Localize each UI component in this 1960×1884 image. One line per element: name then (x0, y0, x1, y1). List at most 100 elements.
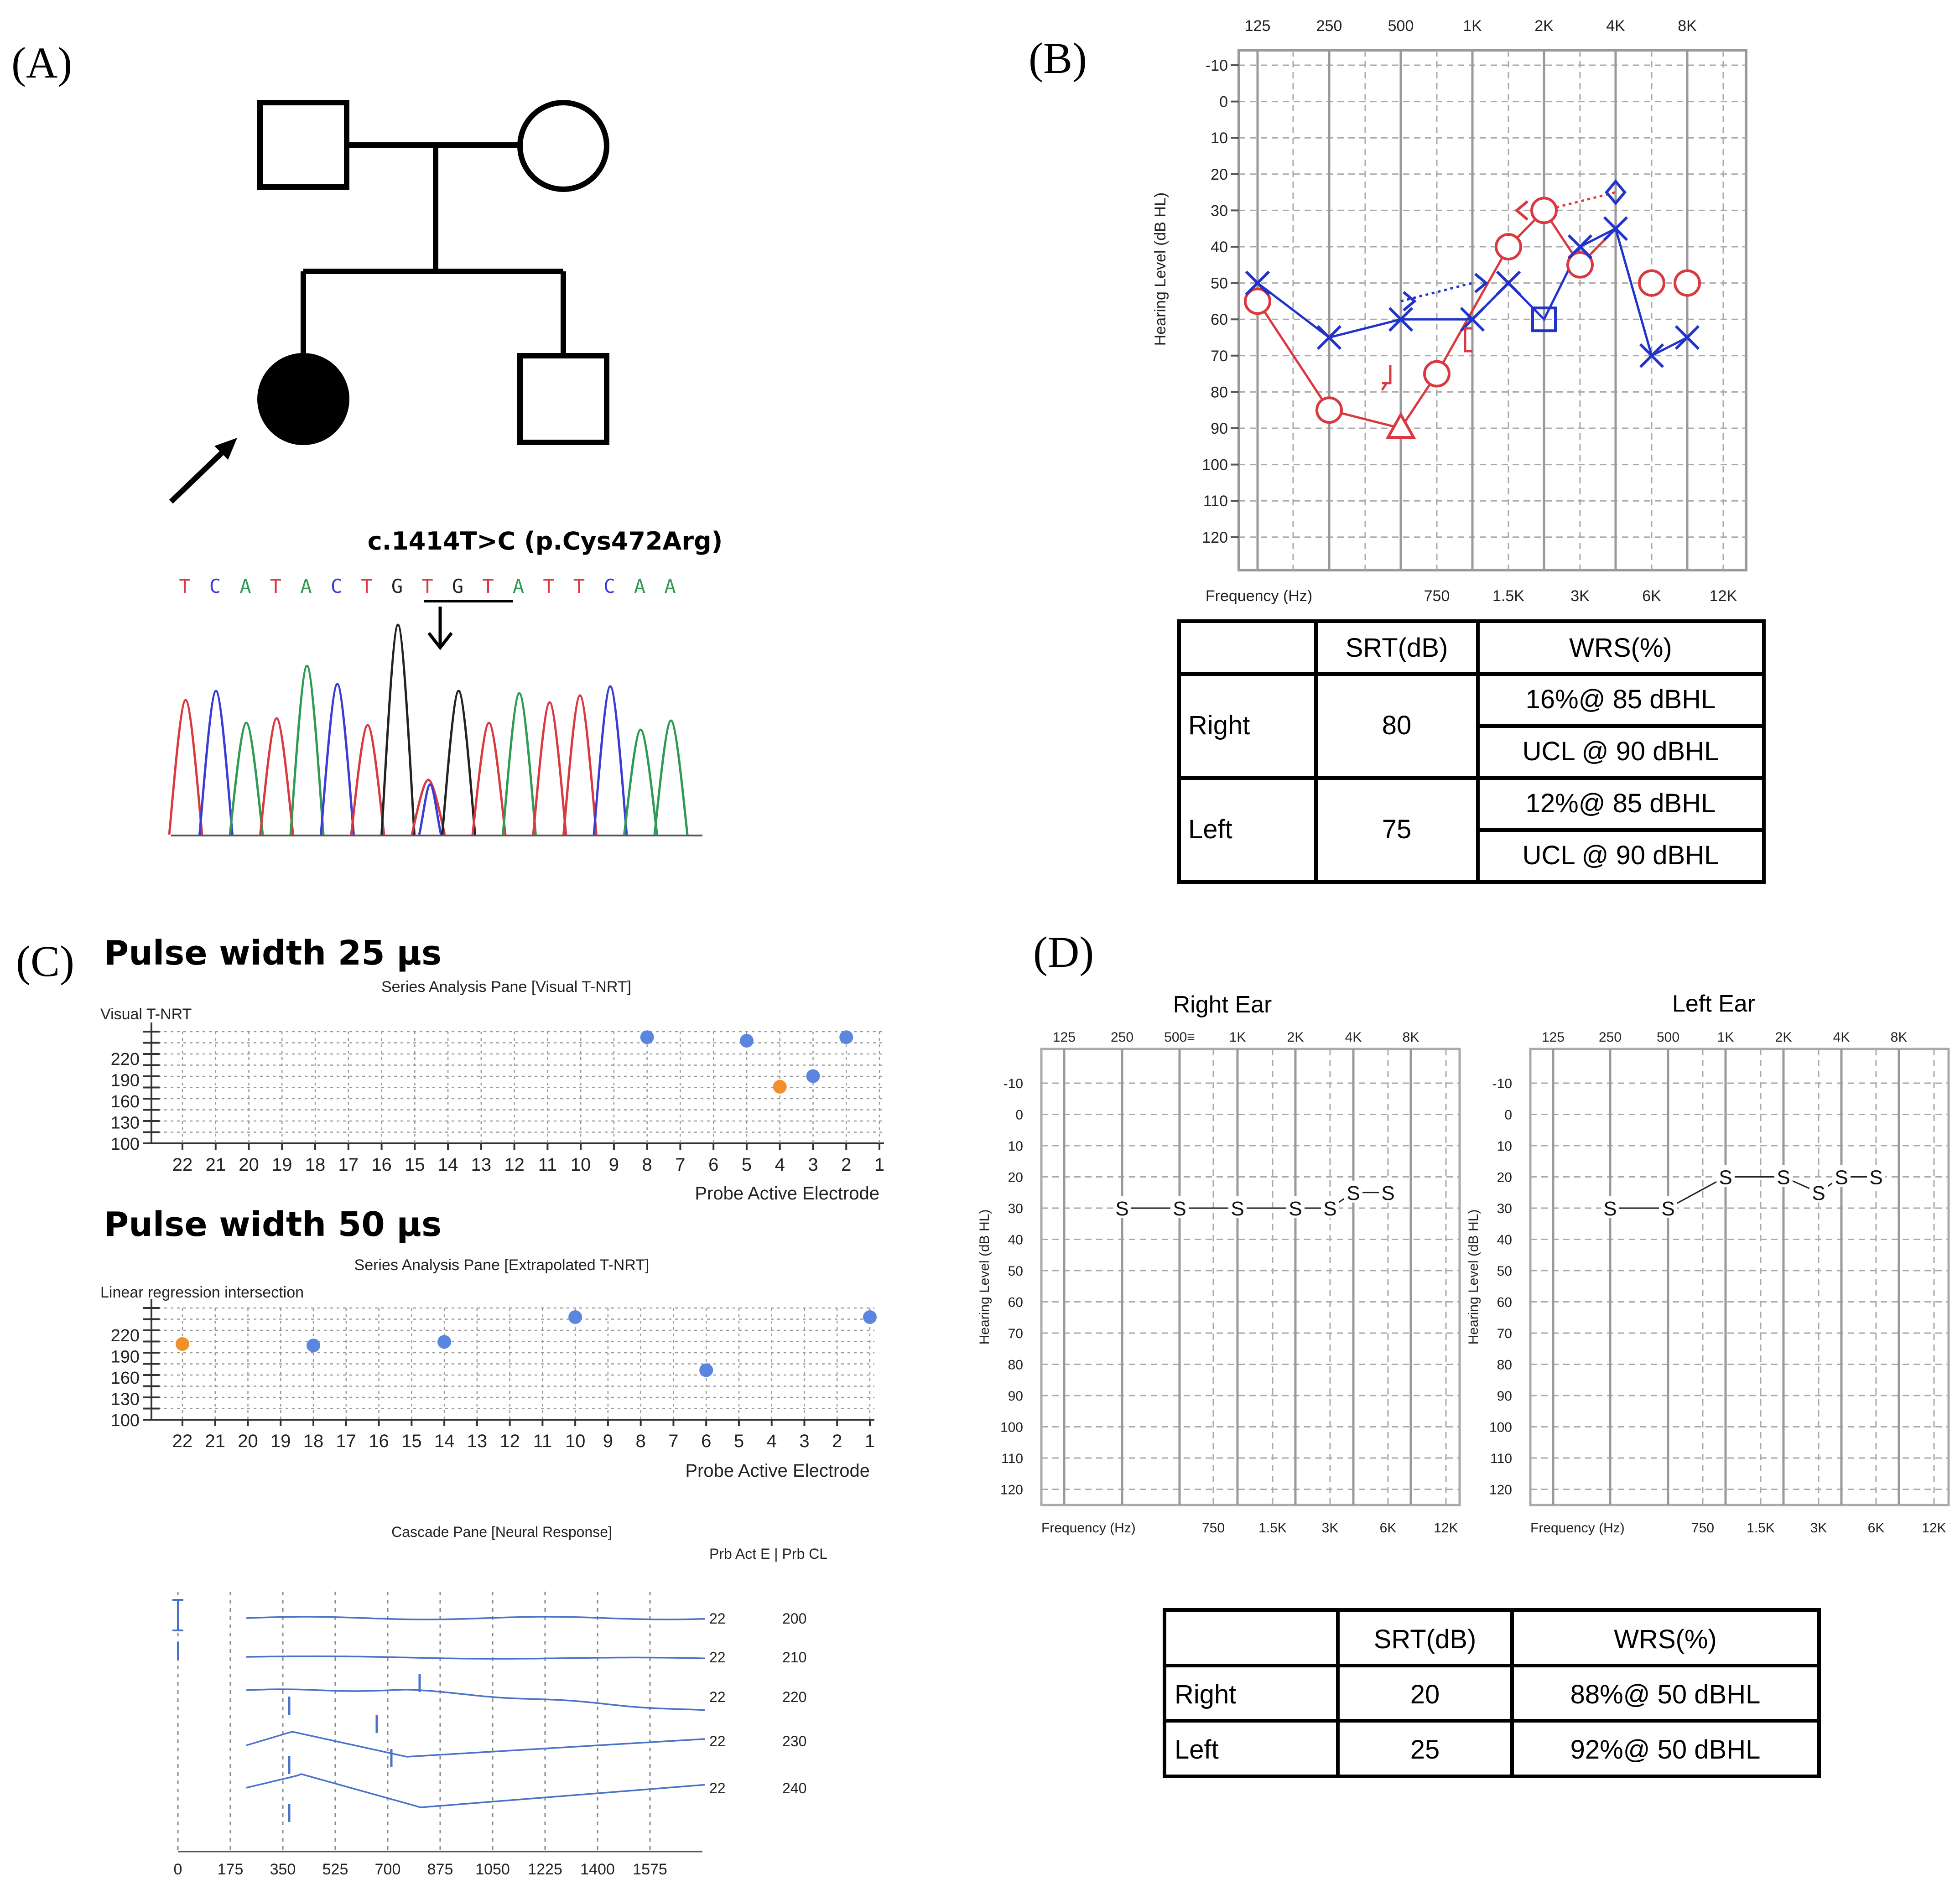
x-bottom-tick-label: 3K (1570, 587, 1590, 605)
electrode-label: 7 (675, 1155, 685, 1175)
right-masked-bc-symbol (1381, 365, 1392, 391)
x-bottom-tick-label: 750 (1202, 1521, 1225, 1536)
soundfield-marker-bg (1716, 1165, 1735, 1187)
table-d-right-srt: 20 (1410, 1680, 1440, 1709)
sequence-base: T (482, 575, 494, 597)
cascade-row-electrode: 22 (709, 1649, 726, 1666)
electrode-label: 17 (338, 1155, 359, 1175)
cascade-row-level: 220 (782, 1689, 806, 1705)
cascade-x-tick-label: 1225 (528, 1861, 562, 1878)
y-tick-label: 110 (1001, 1451, 1023, 1466)
soundfield-marker: S (1323, 1198, 1336, 1220)
tnrt-point-blue (437, 1335, 452, 1349)
pane-25-title: Series Analysis Pane [Visual T-NRT] (381, 978, 631, 996)
left-ac-cross (1674, 325, 1700, 350)
electrode-label: 20 (238, 1431, 258, 1451)
x-bottom-tick-label: 12K (1434, 1521, 1458, 1536)
x-top-tick-label: 1K (1463, 17, 1482, 35)
table-d-left-wrs: 92%@ 50 dBHL (1570, 1735, 1761, 1765)
soundfield-marker: S (1603, 1198, 1617, 1220)
sequence-base: T (573, 575, 585, 597)
chromatogram-peak (653, 719, 689, 835)
table-b-right-ear: Right (1188, 711, 1250, 740)
electrode-label: 2 (832, 1431, 842, 1451)
x-top-tick-label: 2K (1775, 1030, 1792, 1045)
proband-arrow-head (214, 438, 237, 460)
electrode-label: 18 (305, 1155, 326, 1175)
y-tick-label: 0 (1219, 93, 1228, 111)
table-b-right-ucl: UCL @ 90 dBHL (1523, 737, 1719, 766)
electrode-label: 15 (401, 1431, 422, 1451)
right-ear-audiogram: -10 0 10 20 30 40 50 60 70 80 90 100 110 120 125 250 500… (977, 1030, 1461, 1536)
scatter-x-axis-title: Probe Active Electrode (685, 1461, 870, 1481)
y-tick-label: 80 (1211, 384, 1228, 401)
y-tick-label: 10 (1008, 1139, 1023, 1154)
y-tick-label: 60 (1497, 1295, 1512, 1310)
left-ac-line (1257, 227, 1688, 358)
y-tick-label: 60 (1211, 311, 1228, 328)
sequence-base: T (421, 575, 433, 597)
y-tick-label: 100 (1000, 1420, 1023, 1435)
electrode-label: 19 (272, 1155, 292, 1175)
electrode-label: 10 (565, 1431, 586, 1451)
electrode-label: 5 (742, 1155, 752, 1175)
table-b-header-wrs: WRS(%) (1569, 633, 1672, 663)
electrode-label: 4 (767, 1431, 777, 1451)
table-b-left-wrs: 12%@ 85 dBHL (1526, 789, 1716, 818)
scatter-y-tick-label: 130 (111, 1390, 140, 1409)
table-d-left-srt: 25 (1410, 1735, 1440, 1765)
soundfield-marker: S (1289, 1198, 1302, 1220)
y-tick-label: 50 (1008, 1264, 1023, 1279)
soundfield-marker: S (1381, 1182, 1394, 1204)
y-tick-label: 30 (1008, 1201, 1023, 1216)
y-tick-label: 40 (1497, 1233, 1512, 1248)
chromatogram-peak (320, 683, 355, 835)
electrode-label: 2 (841, 1155, 851, 1175)
right-ac-circle (1495, 233, 1522, 260)
soundfield-marker-bg (1170, 1196, 1189, 1218)
electrode-label: 8 (636, 1431, 646, 1451)
scatter-y-tick-label: 160 (111, 1092, 140, 1111)
y-tick-label: 90 (1008, 1389, 1023, 1404)
left-bc-diamond (1605, 179, 1627, 206)
soundfield-marker: S (1812, 1182, 1825, 1204)
y-tick-label: 80 (1008, 1358, 1023, 1373)
chromatogram-peak (259, 717, 294, 835)
electrode-label: 9 (609, 1155, 619, 1175)
audiogram-x-label: Frequency (Hz) (1206, 587, 1312, 605)
scatter-x-axis-title: Probe Active Electrode (695, 1183, 879, 1204)
electrode-label: 4 (775, 1155, 785, 1175)
electrode-label: 6 (701, 1431, 711, 1451)
neural-response-cascade: 0 175 350 525 700 875 1050 1225 1400 1575 22 200 22 2… (172, 1592, 806, 1878)
tnrt-25-chart: 22 21 20 19 18 17 16 15 14 13 12 11 10 9 8 7 6 5 4 3 2 122019… (111, 1022, 884, 1204)
electrode-label: 22 (172, 1431, 193, 1451)
right-bc-bracket (1514, 200, 1528, 221)
sequence-base: G (452, 575, 463, 597)
scatter-y-tick-label: 190 (111, 1071, 140, 1090)
left-bc-bracket (1474, 273, 1488, 293)
y-tick-label: 100 (1202, 457, 1228, 474)
right-masked-bc-symbol (1464, 327, 1472, 353)
table-b-header-srt: SRT(dB) (1346, 633, 1448, 663)
x-axis-label: Frequency (Hz) (1041, 1521, 1136, 1536)
electrode-label: 12 (499, 1431, 520, 1451)
chromatogram-peak (411, 779, 446, 835)
tnrt-point-blue (699, 1363, 713, 1377)
pretest-audiogram: -10 0 10 20 30 40 50 60 70 80 90 100 110 120 125 250 500… (1152, 17, 1747, 605)
sequence-base: G (391, 575, 403, 597)
electrode-label: 17 (336, 1431, 357, 1451)
tnrt-point-orange (773, 1080, 787, 1094)
pulse-width-50-title: Pulse width 50 μs (104, 1205, 442, 1244)
chromatogram (168, 623, 689, 835)
cascade-title: Cascade Pane [Neural Response] (391, 1524, 612, 1540)
right-ac-circle (1638, 269, 1665, 297)
electrode-label: 10 (571, 1155, 591, 1175)
neural-response-trace (246, 1688, 705, 1711)
soundfield-marker-bg (1774, 1165, 1793, 1187)
y-tick-label: 60 (1008, 1295, 1023, 1310)
y-tick-label: 40 (1008, 1233, 1023, 1248)
x-top-tick-label: 8K (1403, 1030, 1419, 1045)
tnrt-point-orange (176, 1337, 189, 1351)
soundfield-marker: S (1347, 1182, 1360, 1204)
